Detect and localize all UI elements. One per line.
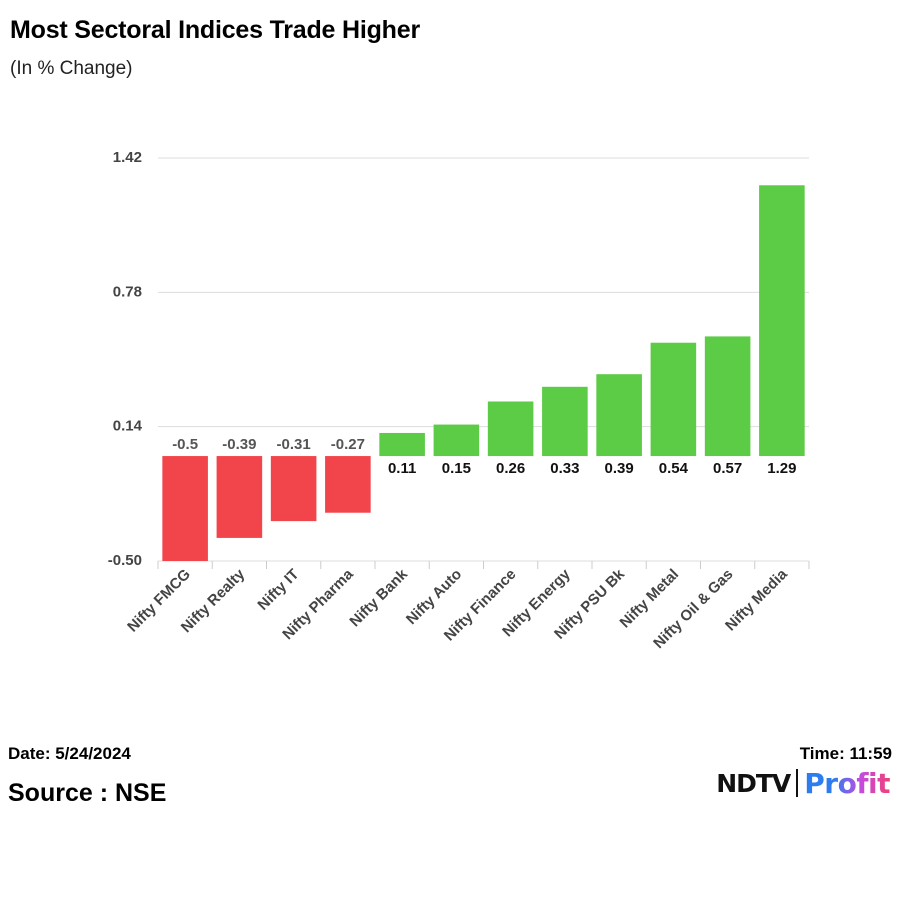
chart-subtitle: (In % Change) xyxy=(10,58,133,79)
bar xyxy=(325,456,371,513)
logo-profit-text: Profit xyxy=(804,766,890,800)
bar xyxy=(704,336,751,457)
ndtv-profit-logo: NDTV Profit xyxy=(716,766,890,800)
data-label: 0.57 xyxy=(713,460,742,477)
bar xyxy=(270,456,317,522)
logo-divider xyxy=(796,769,799,797)
data-label: -0.31 xyxy=(277,436,311,453)
time-label: Time: 11:59 xyxy=(799,744,892,763)
y-tick-label: 0.14 xyxy=(113,418,143,435)
data-label: 0.11 xyxy=(388,460,416,477)
bar xyxy=(596,374,642,457)
y-tick-label: -0.50 xyxy=(108,552,142,569)
x-tick-label: Nifty IT xyxy=(254,566,302,614)
bar xyxy=(650,342,697,457)
y-tick-label: 1.42 xyxy=(113,149,142,166)
data-label: 0.54 xyxy=(659,460,689,477)
data-label: 0.26 xyxy=(496,460,525,477)
data-label: 1.29 xyxy=(767,460,796,477)
date-label: Date: 5/24/2024 xyxy=(8,744,131,763)
data-label: -0.27 xyxy=(331,436,365,453)
y-tick-label: 0.78 xyxy=(113,283,142,300)
data-label: -0.39 xyxy=(222,436,256,453)
bar xyxy=(542,386,588,457)
data-label: 0.15 xyxy=(442,460,471,477)
bar xyxy=(216,456,263,538)
chart-title: Most Sectoral Indices Trade Higher xyxy=(10,16,420,44)
bar xyxy=(433,424,480,457)
data-label: 0.33 xyxy=(550,460,579,477)
logo-ndtv-text: NDTV xyxy=(716,768,791,798)
bar xyxy=(759,185,805,457)
bar xyxy=(162,456,208,561)
x-tick-label: Nifty Bank xyxy=(346,565,411,630)
source-label: Source : NSE xyxy=(8,779,167,807)
data-label: -0.5 xyxy=(172,436,198,453)
bar xyxy=(379,432,425,457)
bar xyxy=(487,401,534,457)
data-label: 0.39 xyxy=(605,460,634,477)
